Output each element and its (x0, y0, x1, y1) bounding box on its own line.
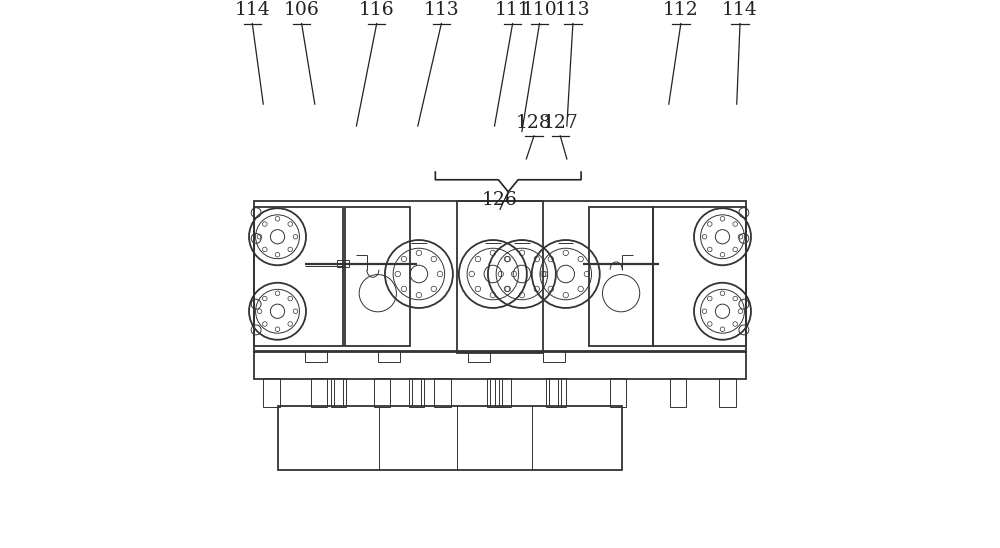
Text: 113: 113 (555, 1, 591, 19)
Bar (263, 378, 280, 407)
Text: 113: 113 (424, 1, 459, 19)
Bar (374, 378, 390, 407)
Text: 128: 128 (516, 113, 552, 132)
Bar (543, 351, 565, 362)
Text: 114: 114 (234, 1, 270, 19)
Bar (434, 378, 451, 407)
Text: 114: 114 (722, 1, 758, 19)
Text: 112: 112 (663, 1, 699, 19)
Bar (549, 378, 566, 407)
Bar (457, 201, 543, 353)
Bar (468, 351, 490, 362)
Text: 127: 127 (542, 113, 578, 132)
Text: 111: 111 (495, 1, 530, 19)
Bar (278, 406, 622, 470)
Bar (409, 378, 424, 407)
Bar (653, 207, 746, 346)
Bar (337, 260, 349, 267)
Text: 116: 116 (359, 1, 395, 19)
Bar (331, 378, 346, 407)
Bar (345, 207, 410, 346)
Bar (670, 378, 686, 407)
Bar (589, 207, 653, 346)
Bar (254, 207, 343, 346)
Text: 126: 126 (482, 191, 518, 209)
Bar (610, 378, 626, 407)
Bar (719, 378, 736, 407)
Bar (254, 201, 746, 352)
Text: 106: 106 (284, 1, 319, 19)
Bar (495, 378, 511, 407)
Bar (305, 351, 327, 362)
Bar (487, 378, 502, 407)
Bar (254, 351, 746, 379)
Bar (311, 378, 327, 407)
Bar (378, 351, 400, 362)
Text: 110: 110 (522, 1, 557, 19)
Bar (546, 378, 561, 407)
